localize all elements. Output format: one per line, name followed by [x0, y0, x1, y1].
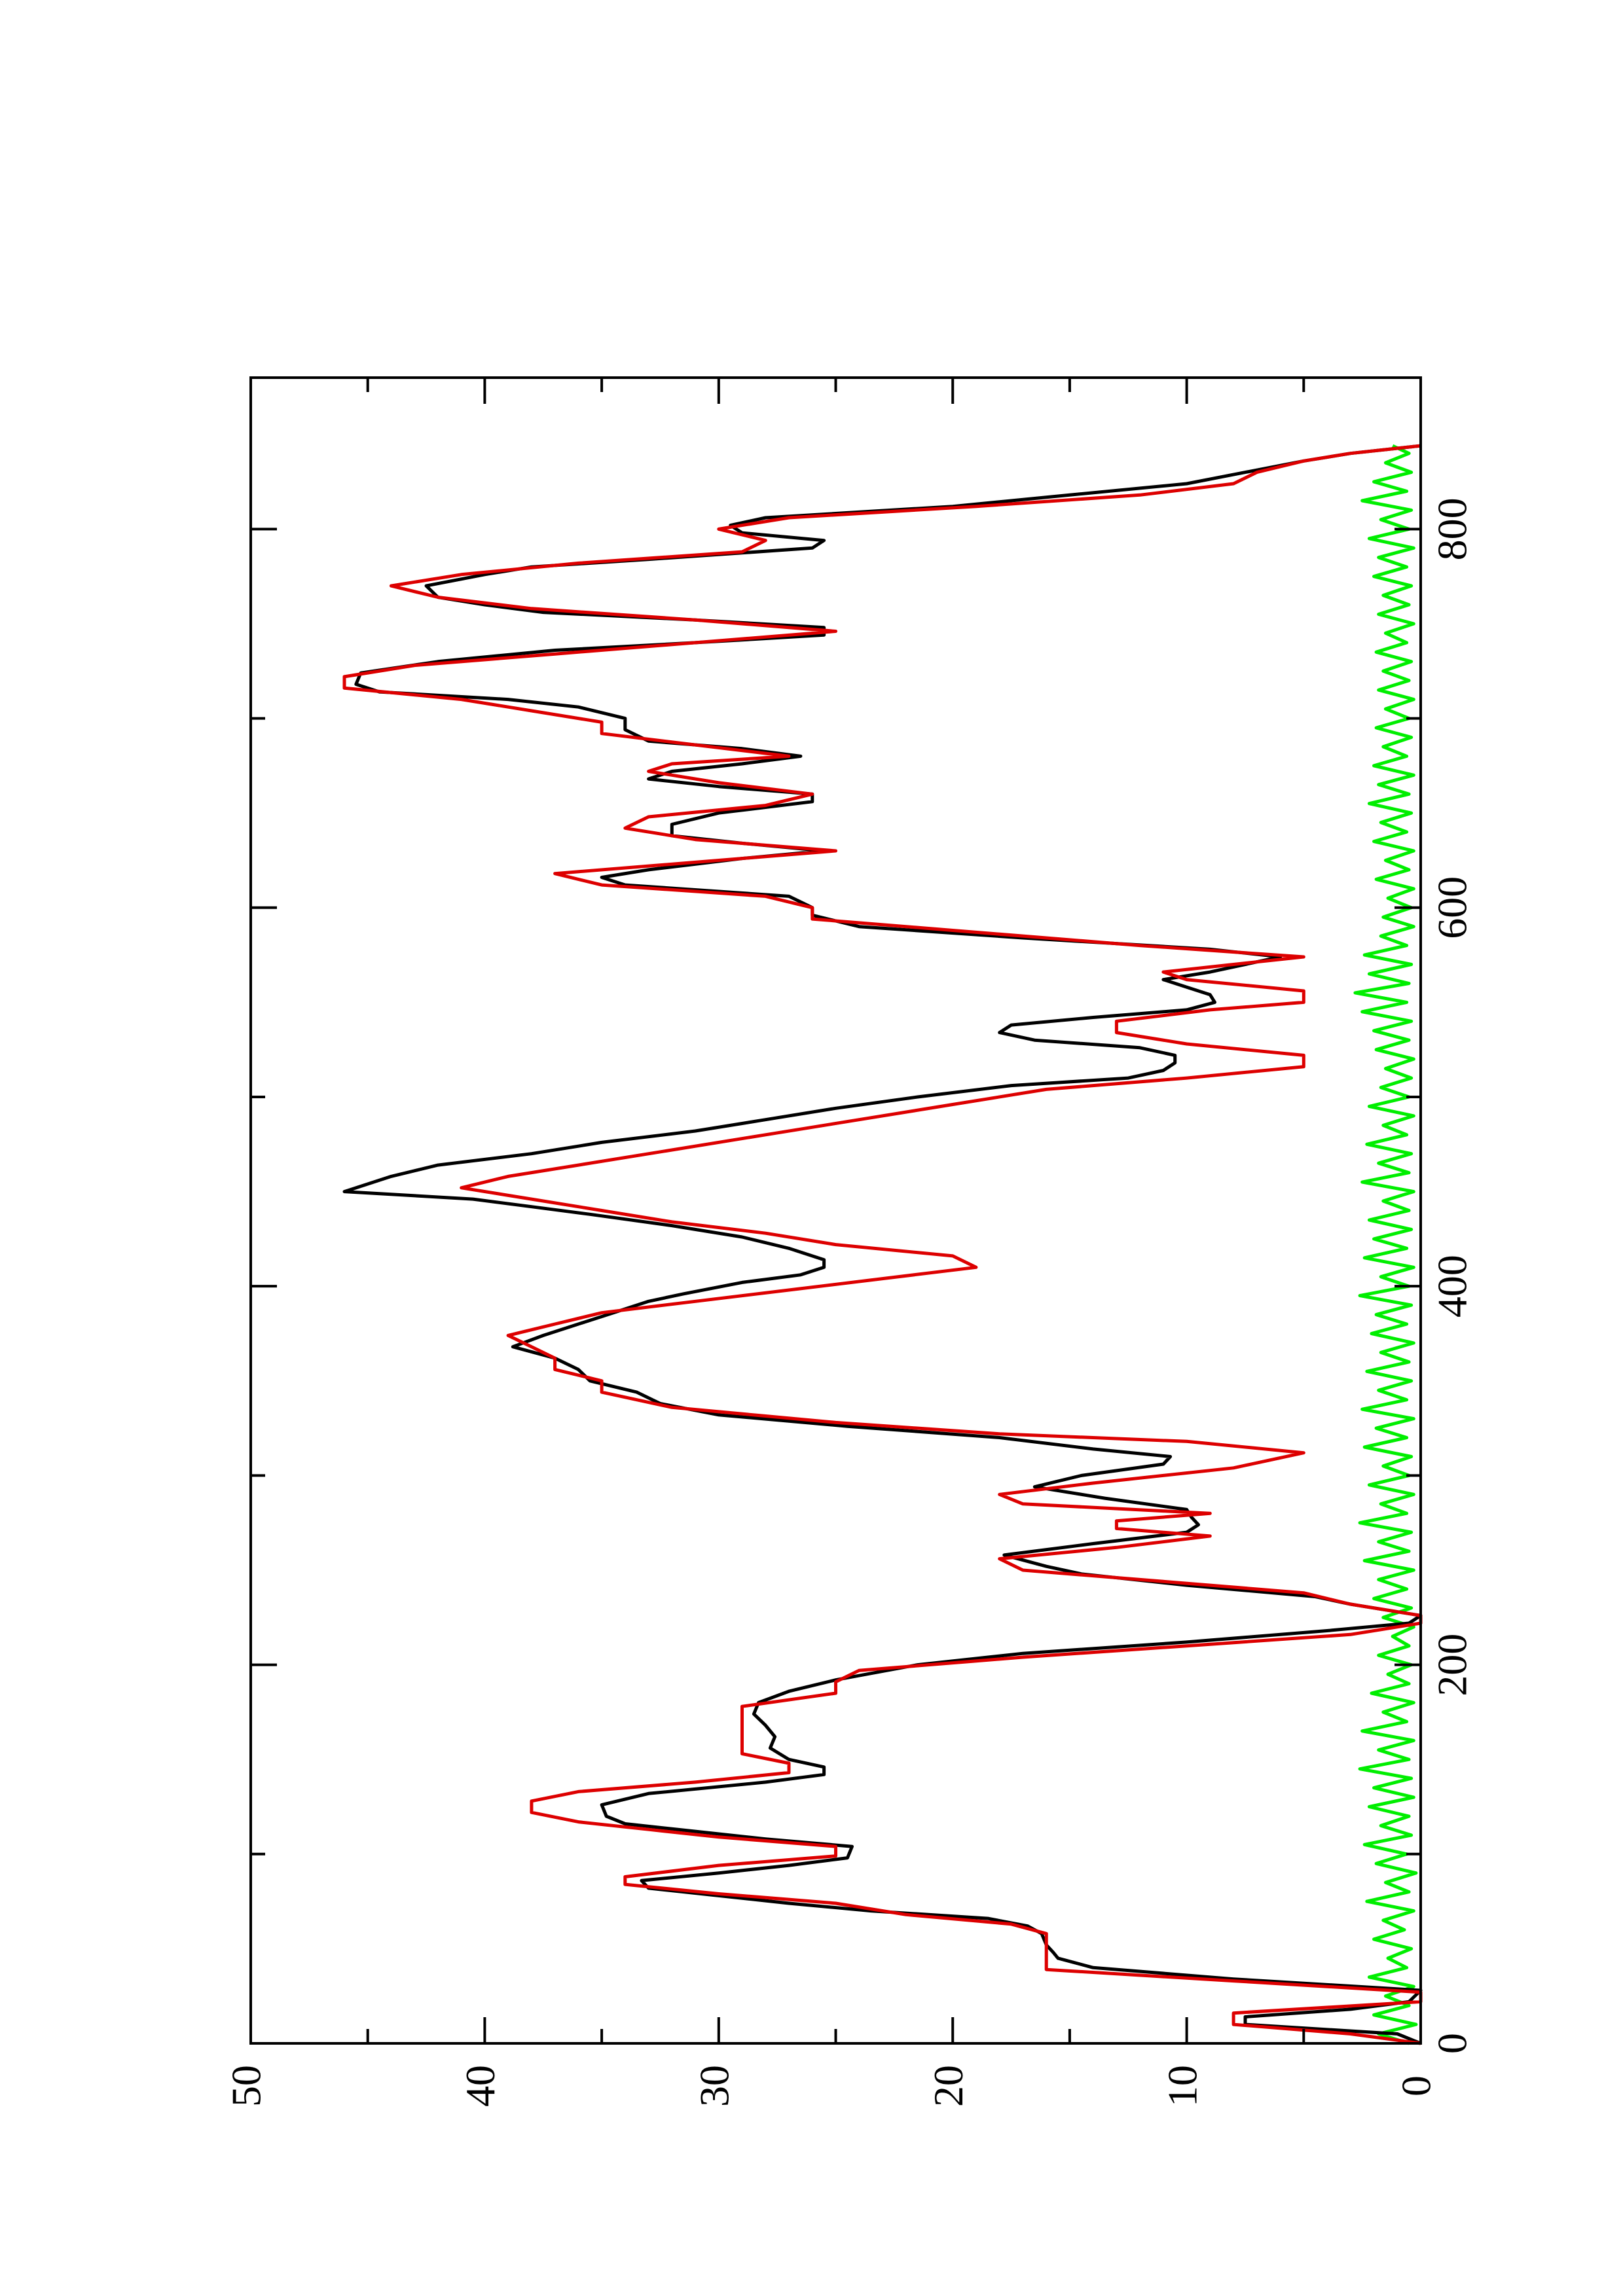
y-tick-label: 40: [457, 2065, 503, 2107]
y-tick-label: 50: [223, 2065, 270, 2107]
series-line-2: [1353, 444, 1418, 2045]
y-tick-label: 30: [691, 2065, 737, 2107]
y-tick-label: 20: [925, 2065, 972, 2107]
series-layer: [342, 444, 1423, 2045]
x-tick-label: 0: [1429, 2033, 1476, 2054]
y-tick-label: 0: [1393, 2075, 1440, 2096]
series-line-1: [342, 444, 1423, 2045]
plot-frame: [249, 376, 1422, 2045]
x-tick-label: 600: [1429, 876, 1476, 939]
tick-layer: [249, 378, 1422, 2045]
x-tick-label: 800: [1429, 497, 1476, 560]
x-tick-label: 400: [1429, 1255, 1476, 1318]
y-tick-label: 10: [1159, 2065, 1205, 2107]
series-line-0: [342, 444, 1423, 2045]
x-tick-label: 200: [1429, 1634, 1476, 1696]
label-layer: 0 200 400 600 800 0 10 20 30 40 50: [223, 497, 1476, 2107]
